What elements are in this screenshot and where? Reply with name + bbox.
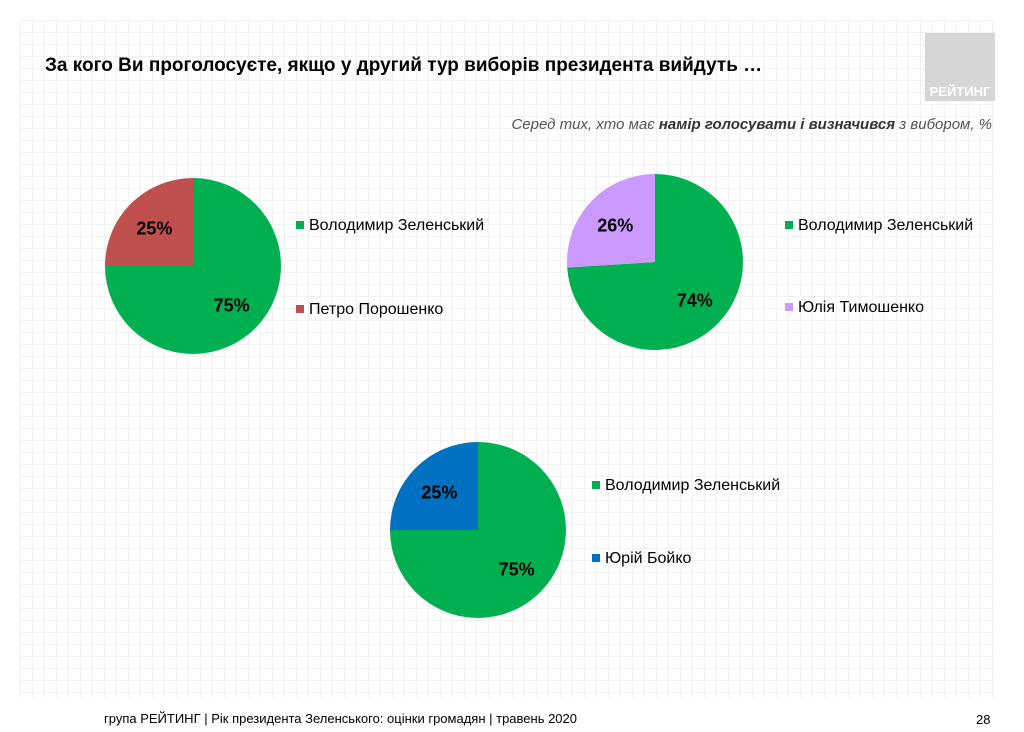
pie1-legend-label-1: Петро Порошенко: [309, 301, 443, 318]
pie1-data-label-1: 25%: [136, 218, 172, 238]
pie2-legend-swatch-0: [785, 221, 793, 229]
pie3-data-label-0: 75%: [499, 560, 535, 580]
pie3-data-label-1: 25%: [421, 482, 457, 502]
pie1-legend-swatch-0: [296, 221, 304, 229]
pie2-legend-label-0: Володимир Зеленський: [798, 217, 973, 234]
subtitle-post: з вибором, %: [895, 116, 992, 133]
pie2-data-label-0: 74%: [677, 290, 713, 310]
pie2-legend-swatch-1: [785, 303, 793, 311]
pie3-legend-label-1: Юрій Бойко: [605, 550, 692, 567]
pie3-legend-swatch-0: [592, 481, 600, 489]
page-title: За кого Ви проголосуєте, якщо у другий т…: [45, 55, 763, 76]
pie1-data-label-0: 75%: [214, 296, 250, 316]
subtitle-pre: Серед тих, хто має: [511, 116, 659, 133]
pie3-legend-swatch-1: [592, 554, 600, 562]
rating-logo: РЕЙТИНГ: [925, 33, 995, 101]
pie1-legend-swatch-1: [296, 305, 304, 313]
pie3-slice-1: [390, 442, 478, 530]
pie2-slice-0: [567, 173, 743, 350]
pie1-slice-1: [105, 178, 193, 266]
pie2-data-label-1: 26%: [597, 216, 633, 236]
footer-text: група РЕЙТИНГ | Рік президента Зеленсько…: [104, 711, 578, 726]
subtitle-bold: намір голосувати і визначився: [658, 116, 896, 133]
page-number: 28: [976, 712, 991, 727]
pie3-legend-label-0: Володимир Зеленський: [605, 477, 780, 494]
logo-text: РЕЙТИНГ: [929, 84, 991, 99]
subtitle: Серед тих, хто має намір голосувати і ви…: [511, 116, 992, 133]
pie1-legend-label-0: Володимир Зеленський: [309, 217, 484, 234]
pie2-slice-1: [566, 173, 655, 268]
pie2-legend-label-1: Юлія Тимошенко: [798, 299, 924, 316]
